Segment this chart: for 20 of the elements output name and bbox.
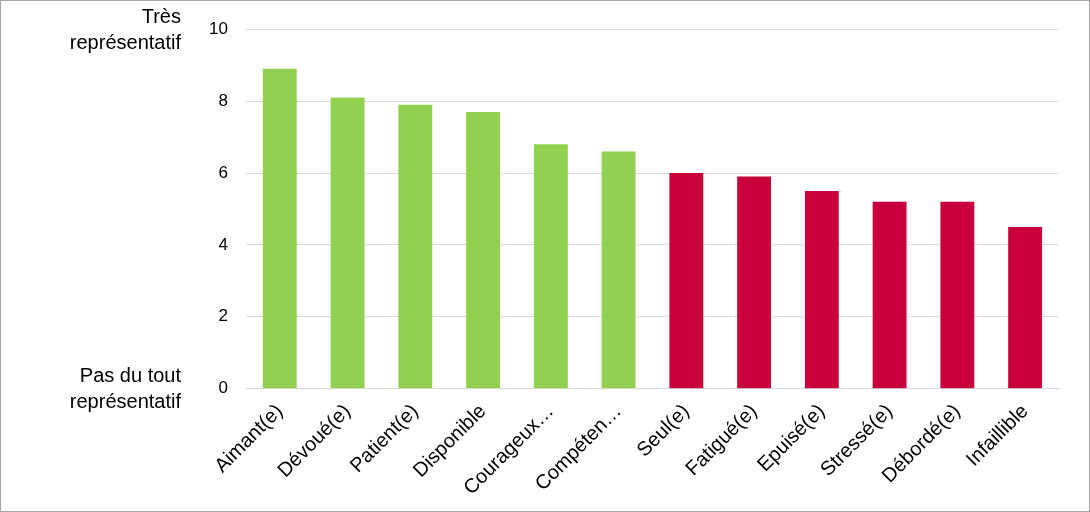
y-tick-label: 10 <box>208 18 228 38</box>
bar <box>669 173 704 389</box>
bar <box>330 97 365 389</box>
bar <box>262 68 297 389</box>
bar <box>940 201 975 389</box>
bar <box>872 201 907 389</box>
text: Pas du tout représentatif <box>69 364 182 413</box>
y-tick-label: 8 <box>218 90 228 110</box>
y-tick-label: 6 <box>218 162 228 182</box>
bar <box>533 144 568 389</box>
bar <box>466 111 500 389</box>
bar <box>804 190 839 389</box>
y-tick-label: 2 <box>218 306 228 326</box>
text: Très représentatif <box>69 4 182 53</box>
bar <box>601 151 636 389</box>
y-tick-label: 4 <box>218 234 228 254</box>
bar <box>1008 226 1043 389</box>
y-tick-label: 0 <box>218 378 228 398</box>
bar <box>398 104 433 389</box>
bar <box>737 176 772 389</box>
